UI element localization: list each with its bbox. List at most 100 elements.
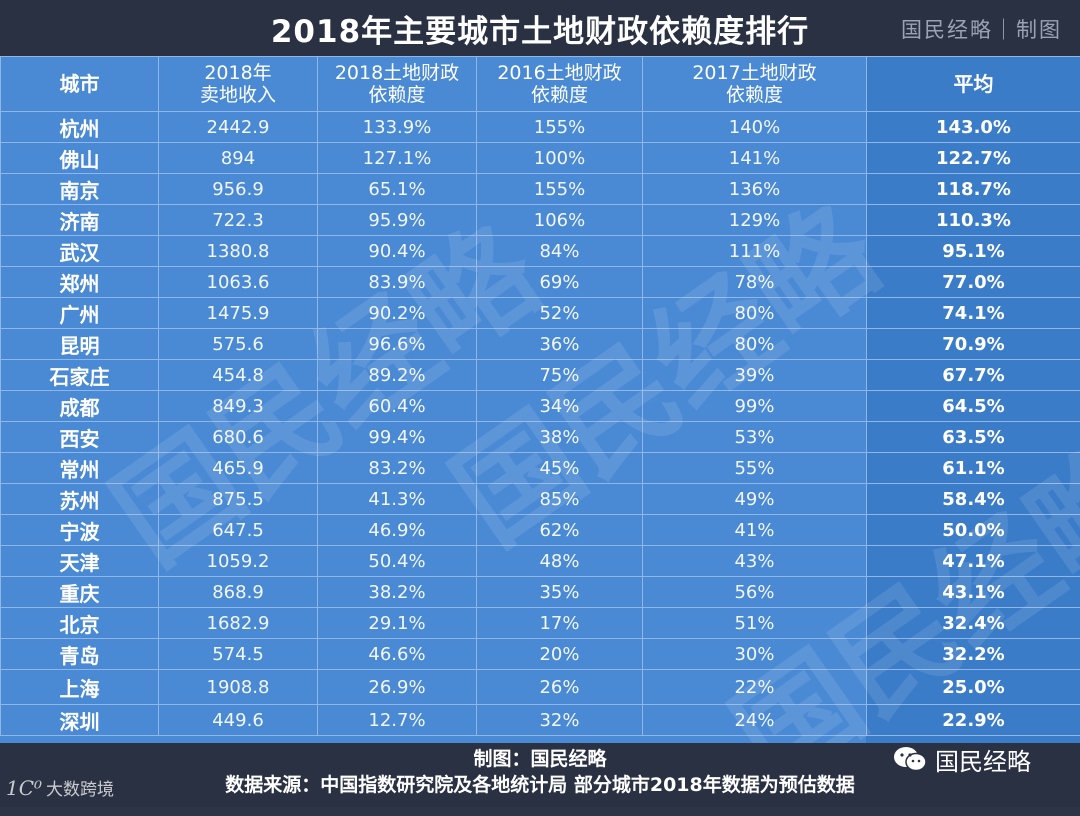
average-cell: 118.7% (867, 174, 1080, 205)
value-cell: 49% (643, 484, 867, 515)
value-cell: 89.2% (318, 360, 477, 391)
city-cell: 武汉 (1, 236, 159, 267)
value-cell: 90.4% (318, 236, 477, 267)
city-cell: 北京 (1, 608, 159, 639)
value-cell: 34% (477, 391, 643, 422)
value-cell: 35% (477, 577, 643, 608)
value-cell: 38.2% (318, 577, 477, 608)
city-cell: 天津 (1, 546, 159, 577)
average-cell: 110.3% (867, 205, 1080, 236)
value-cell: 60.4% (318, 391, 477, 422)
value-cell: 90.2% (318, 298, 477, 329)
value-cell: 575.6 (159, 329, 318, 360)
value-cell: 1475.9 (159, 298, 318, 329)
value-cell: 722.3 (159, 205, 318, 236)
value-cell: 51% (643, 608, 867, 639)
value-cell: 36% (477, 329, 643, 360)
value-cell: 140% (643, 112, 867, 143)
average-cell: 77.0% (867, 267, 1080, 298)
average-cell: 22.9% (867, 705, 1080, 736)
city-cell: 济南 (1, 205, 159, 236)
city-cell: 上海 (1, 670, 159, 705)
value-cell: 83.2% (318, 453, 477, 484)
value-cell: 99.4% (318, 422, 477, 453)
value-cell: 32% (477, 705, 643, 736)
value-cell: 136% (643, 174, 867, 205)
value-cell: 1682.9 (159, 608, 318, 639)
average-cell: 95.1% (867, 236, 1080, 267)
value-cell: 1380.8 (159, 236, 318, 267)
value-cell: 75% (477, 360, 643, 391)
value-cell: 1059.2 (159, 546, 318, 577)
value-cell: 50.4% (318, 546, 477, 577)
value-cell: 80% (643, 298, 867, 329)
value-cell: 85% (477, 484, 643, 515)
city-cell: 苏州 (1, 484, 159, 515)
value-cell: 26.9% (318, 670, 477, 705)
average-cell: 67.7% (867, 360, 1080, 391)
value-cell: 133.9% (318, 112, 477, 143)
average-cell: 61.1% (867, 453, 1080, 484)
value-cell: 56% (643, 577, 867, 608)
source-line: 数据来源：中国指数研究院及各地统计局 部分城市2018年数据为预估数据 (0, 770, 1080, 797)
value-cell: 80% (643, 329, 867, 360)
value-cell: 1908.8 (159, 670, 318, 705)
value-cell: 84% (477, 236, 643, 267)
value-cell: 46.9% (318, 515, 477, 546)
value-cell: 95.9% (318, 205, 477, 236)
column-header-5: 平均 (867, 57, 1080, 112)
wechat-account: 国民经略 (893, 744, 1031, 774)
average-cell: 143.0% (867, 112, 1080, 143)
city-cell: 重庆 (1, 577, 159, 608)
value-cell: 894 (159, 143, 318, 174)
value-cell: 26% (477, 670, 643, 705)
average-cell: 70.9% (867, 329, 1080, 360)
value-cell: 868.9 (159, 577, 318, 608)
average-cell: 122.7% (867, 143, 1080, 174)
average-cell: 32.2% (867, 639, 1080, 670)
value-cell: 24% (643, 705, 867, 736)
value-cell: 680.6 (159, 422, 318, 453)
value-cell: 38% (477, 422, 643, 453)
value-cell: 1063.6 (159, 267, 318, 298)
value-cell: 69% (477, 267, 643, 298)
value-cell: 141% (643, 143, 867, 174)
corner-logo-text: 大数跨境 (46, 775, 114, 800)
value-cell: 155% (477, 174, 643, 205)
column-header-0: 城市 (1, 57, 159, 112)
city-cell: 广州 (1, 298, 159, 329)
city-cell: 常州 (1, 453, 159, 484)
value-cell: 127.1% (318, 143, 477, 174)
value-cell: 465.9 (159, 453, 318, 484)
value-cell: 41% (643, 515, 867, 546)
value-cell: 43% (643, 546, 867, 577)
value-cell: 30% (643, 639, 867, 670)
wechat-name: 国民经略 (935, 742, 1031, 777)
value-cell: 454.8 (159, 360, 318, 391)
value-cell: 53% (643, 422, 867, 453)
city-cell: 昆明 (1, 329, 159, 360)
value-cell: 956.9 (159, 174, 318, 205)
column-header-2: 2018土地财政依赖度 (318, 57, 477, 112)
value-cell: 45% (477, 453, 643, 484)
value-cell: 78% (643, 267, 867, 298)
value-cell: 574.5 (159, 639, 318, 670)
value-cell: 849.3 (159, 391, 318, 422)
average-cell: 43.1% (867, 577, 1080, 608)
average-cell: 32.4% (867, 608, 1080, 639)
city-cell: 宁波 (1, 515, 159, 546)
value-cell: 2442.9 (159, 112, 318, 143)
city-cell: 石家庄 (1, 360, 159, 391)
value-cell: 46.6% (318, 639, 477, 670)
